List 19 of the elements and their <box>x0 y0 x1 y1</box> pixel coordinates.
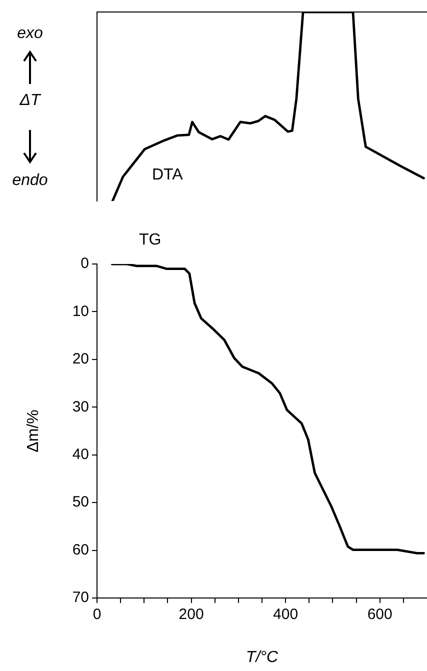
x-tick-label: 400 <box>273 606 298 624</box>
y-axis-title: ΔT <box>18 92 42 110</box>
x-tick-label: 200 <box>178 606 204 624</box>
y-tick-label: 70 <box>72 589 89 606</box>
x-tick-label: 0 <box>92 606 102 624</box>
series-label: TG <box>139 231 162 248</box>
y-tick-label: 0 <box>80 255 89 272</box>
x-axis-title: T/°C <box>246 648 279 666</box>
y-tick-label: 20 <box>72 350 89 368</box>
y-tick-label: 10 <box>72 302 89 320</box>
text: exo <box>16 25 44 43</box>
y-tick-label: 50 <box>72 494 89 511</box>
y-tick-label: 40 <box>72 446 89 463</box>
series-label: DTA <box>152 166 184 184</box>
y-axis-title: Δm/% <box>25 410 42 452</box>
text: endo <box>11 172 49 190</box>
x-tick-label: 600 <box>367 606 392 624</box>
y-tick-label: 30 <box>72 398 89 416</box>
y-tick-label: 60 <box>72 541 89 558</box>
